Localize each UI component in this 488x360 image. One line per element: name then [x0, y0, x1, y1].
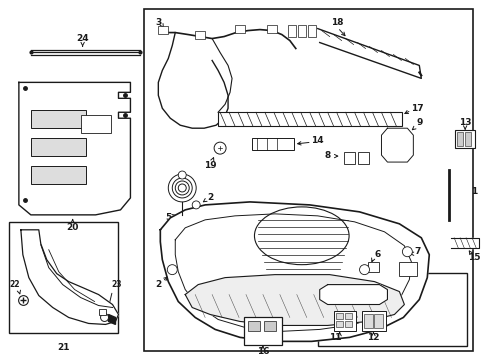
Text: 18: 18 [331, 18, 343, 27]
Bar [264, 321, 275, 332]
Polygon shape [160, 202, 428, 341]
Bar [343, 152, 354, 164]
Polygon shape [317, 28, 421, 78]
Bar [81, 115, 110, 133]
Polygon shape [450, 238, 478, 248]
Bar [297, 24, 305, 37]
Text: 6: 6 [374, 250, 380, 259]
Bar [357, 152, 368, 164]
Bar [317, 273, 466, 346]
Bar [235, 24, 244, 32]
Bar [333, 311, 355, 332]
Bar [99, 310, 105, 315]
Text: 4: 4 [226, 116, 233, 125]
Text: 13: 13 [458, 118, 470, 127]
Bar [144, 9, 472, 351]
Circle shape [192, 201, 200, 209]
Text: 16: 16 [256, 347, 268, 356]
Text: 9: 9 [415, 118, 422, 127]
Text: 11: 11 [329, 333, 341, 342]
Circle shape [101, 314, 108, 321]
Bar [218, 112, 402, 126]
Polygon shape [319, 285, 386, 305]
Text: 8: 8 [324, 150, 330, 159]
Bar [456, 132, 462, 146]
Bar [31, 166, 85, 184]
Bar [454, 130, 474, 148]
Bar [9, 222, 118, 333]
Text: 24: 24 [76, 34, 89, 43]
Bar [335, 321, 342, 328]
Polygon shape [21, 230, 118, 324]
Bar [31, 138, 85, 156]
Text: 10: 10 [309, 277, 321, 286]
Text: 22: 22 [10, 280, 20, 289]
Bar [195, 31, 205, 39]
Circle shape [359, 265, 369, 275]
Polygon shape [19, 82, 130, 215]
Text: 17: 17 [410, 104, 423, 113]
Bar [374, 315, 383, 328]
Circle shape [167, 265, 177, 275]
Circle shape [178, 171, 186, 179]
Text: 23: 23 [111, 280, 122, 289]
Text: 20: 20 [66, 223, 79, 232]
Bar [363, 315, 372, 328]
Bar [361, 311, 386, 332]
Text: 19: 19 [203, 161, 216, 170]
Bar [367, 262, 379, 272]
Text: 15: 15 [467, 253, 479, 262]
Bar [464, 132, 470, 146]
Bar [266, 24, 276, 32]
Bar [251, 138, 293, 150]
Text: 12: 12 [366, 333, 379, 342]
Bar [399, 262, 416, 276]
Text: 21: 21 [57, 343, 70, 352]
Circle shape [402, 247, 411, 257]
Bar [307, 24, 315, 37]
Bar [344, 321, 351, 328]
Bar [31, 110, 85, 128]
Text: 2: 2 [206, 193, 213, 202]
Text: 7: 7 [413, 247, 420, 256]
Bar [335, 314, 342, 319]
Polygon shape [108, 315, 115, 324]
Polygon shape [381, 128, 412, 162]
Text: 1: 1 [470, 188, 476, 197]
Bar [158, 26, 168, 33]
Polygon shape [185, 275, 404, 325]
Bar [244, 318, 281, 345]
Text: 3: 3 [155, 18, 161, 27]
Bar [247, 321, 260, 332]
Bar [344, 314, 351, 319]
Text: 2: 2 [155, 280, 161, 289]
Bar [287, 24, 295, 37]
Circle shape [214, 142, 225, 154]
Text: 14: 14 [311, 136, 324, 145]
Text: 5: 5 [165, 213, 171, 222]
